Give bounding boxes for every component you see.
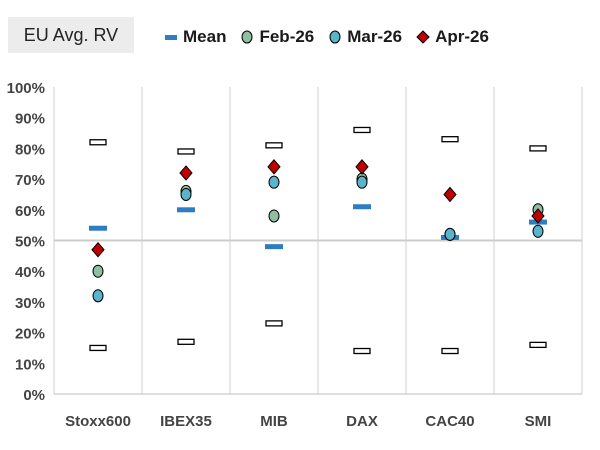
y-tick-label: 20% [15, 326, 45, 343]
x-category-label: CAC40 [425, 413, 474, 430]
x-category-label: MIB [260, 413, 288, 430]
y-tick-label: 10% [15, 356, 45, 373]
legend-label-mean: Mean [183, 27, 227, 46]
apr-26-point [267, 159, 281, 175]
x-category-label: IBEX35 [160, 413, 212, 430]
legend: Mean Feb-26 Mar-26 Apr-26 [164, 23, 503, 51]
legend-mar-marker [329, 30, 341, 44]
feb-26-point [92, 264, 104, 278]
range-low-marker [177, 338, 195, 345]
mar-26-point [92, 289, 104, 303]
y-tick-label: 30% [15, 295, 45, 312]
range-low-marker [529, 341, 547, 349]
y-tick-label: 0% [23, 387, 45, 404]
legend-item-apr: Apr-26 [416, 27, 489, 47]
legend-apr-marker [416, 30, 430, 44]
range-low-marker [441, 347, 459, 355]
legend-label-mar: Mar-26 [347, 27, 403, 46]
x-category-label: SMI [525, 413, 552, 430]
apr-26-point [531, 208, 545, 224]
legend-item-feb: Feb-26 [240, 27, 314, 47]
apr-26-point [355, 159, 369, 175]
mean-marker [89, 225, 107, 231]
range-high-marker [441, 136, 459, 143]
mar-26-point [268, 175, 280, 189]
mean-marker [265, 244, 283, 250]
legend-item-mean: Mean [164, 27, 226, 47]
y-tick-label: 70% [15, 172, 45, 189]
legend-feb-marker [241, 30, 253, 44]
legend-label-feb: Feb-26 [259, 27, 315, 46]
range-low-marker [265, 320, 283, 327]
range-high-marker [177, 148, 195, 155]
legend-mean-marker [165, 35, 177, 40]
apr-26-point [179, 165, 193, 181]
legend-label-apr: Apr-26 [435, 27, 489, 46]
y-tick-label: 90% [15, 111, 45, 128]
y-tick-label: 40% [15, 264, 45, 281]
range-low-marker [89, 344, 107, 352]
mar-26-point [532, 224, 544, 238]
range-low-marker [353, 347, 371, 355]
range-high-marker [265, 142, 283, 149]
chart-title-box: EU Avg. RV [8, 17, 134, 53]
range-high-marker [89, 139, 107, 146]
apr-26-point [443, 186, 457, 203]
chart-title: EU Avg. RV [23, 24, 119, 45]
range-high-marker [353, 126, 371, 134]
mar-26-point [356, 175, 368, 189]
apr-26-point [91, 241, 105, 258]
y-tick-label: 80% [15, 141, 45, 158]
x-category-label: Stoxx600 [65, 413, 131, 430]
mar-26-point [180, 187, 192, 201]
feb-26-point [268, 209, 280, 223]
mar-26-point [444, 227, 456, 241]
range-high-marker [529, 145, 547, 152]
y-tick-label: 60% [15, 203, 45, 220]
x-category-label: DAX [346, 413, 378, 430]
y-tick-label: 50% [15, 234, 45, 251]
y-tick-label: 100% [7, 80, 45, 97]
mean-marker [177, 207, 195, 213]
legend-item-mar: Mar-26 [328, 27, 402, 47]
mean-marker [353, 204, 371, 210]
